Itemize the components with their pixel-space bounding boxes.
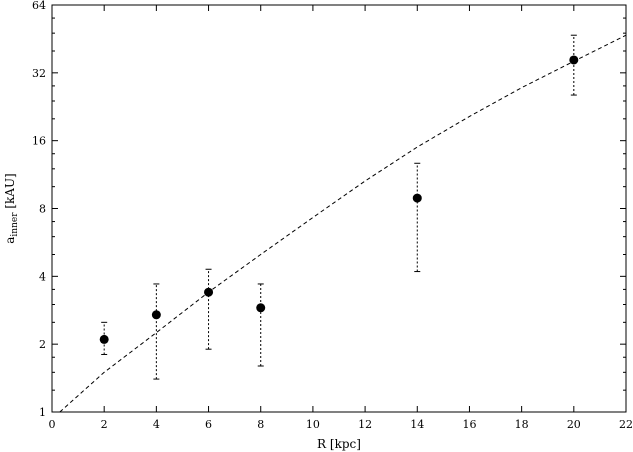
data-point <box>412 193 422 203</box>
y-axis-label-main: a <box>3 237 17 244</box>
x-tick-label: 8 <box>257 418 264 431</box>
data-point <box>569 55 579 65</box>
y-tick-label: 4 <box>39 270 46 283</box>
fit-line <box>59 34 627 413</box>
y-axis-label-sub: inner <box>10 212 20 237</box>
x-tick-label: 12 <box>358 418 372 431</box>
y-tick-label: 16 <box>32 135 46 148</box>
x-tick-label: 4 <box>153 418 160 431</box>
data-points <box>99 34 579 380</box>
y-tick-label: 64 <box>32 0 46 12</box>
x-tick-label: 20 <box>567 418 581 431</box>
y-axis-label-unit: [kAU] <box>3 173 17 212</box>
y-axis-label: ainner [kAU] <box>3 173 20 244</box>
x-axis-label: R [kpc] <box>317 437 361 451</box>
ticks <box>51 4 627 413</box>
x-tick-label: 22 <box>619 418 633 431</box>
data-point <box>99 334 109 344</box>
x-tick-label: 0 <box>49 418 56 431</box>
x-tick-label: 6 <box>205 418 212 431</box>
x-tick-label: 18 <box>515 418 529 431</box>
x-tick-label: 14 <box>410 418 424 431</box>
x-tick-label: 2 <box>101 418 108 431</box>
y-tick-label: 1 <box>39 406 46 419</box>
data-point <box>256 303 266 313</box>
x-tick-label: 10 <box>306 418 320 431</box>
x-tick-label: 16 <box>462 418 476 431</box>
data-point <box>151 310 161 320</box>
y-tick-label: 32 <box>32 67 46 80</box>
plot-frame <box>51 4 627 413</box>
y-tick-label: 2 <box>39 338 46 351</box>
y-tick-label: 8 <box>39 203 46 216</box>
data-point <box>204 287 214 297</box>
